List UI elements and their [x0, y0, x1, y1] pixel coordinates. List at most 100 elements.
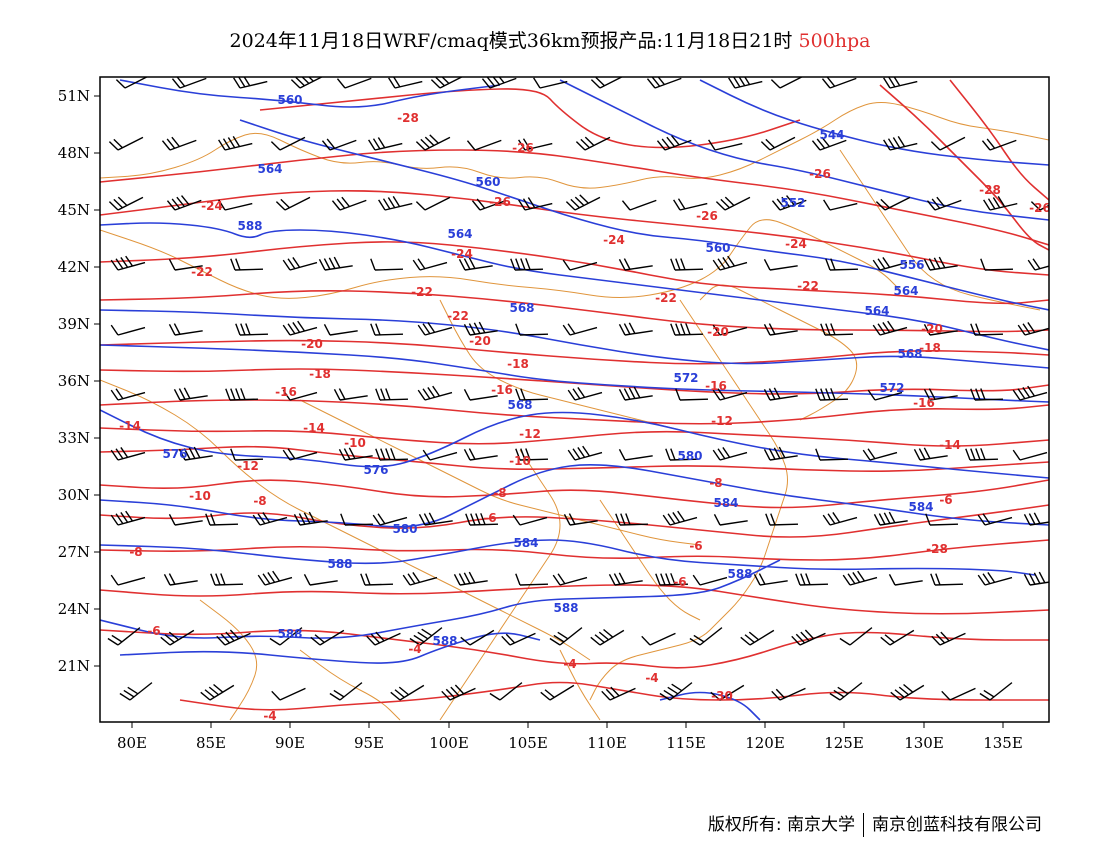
boundary-line [100, 219, 901, 299]
wind-barb [567, 445, 603, 461]
height-contour-label: 588 [432, 634, 457, 648]
wind-barb [565, 194, 601, 211]
wind-barb [409, 627, 443, 646]
wind-barb [418, 512, 453, 526]
temperature-contour-label: -28 [926, 542, 948, 556]
temperature-contour-label: -8 [709, 476, 722, 490]
wind-barb [329, 682, 363, 701]
wind-barb [540, 684, 575, 701]
height-contour-label: 588 [237, 219, 262, 233]
temperature-contour-label: -4 [408, 642, 421, 656]
copyright-footer: 版权所有: 南京大学 南京创蓝科技有限公司 [708, 810, 1042, 837]
temperature-contour-label: -20 [921, 322, 943, 336]
temperature-contour-label: -12 [711, 414, 733, 428]
wind-barb [163, 573, 198, 586]
wind-barb [692, 574, 728, 586]
wind-barb [463, 321, 498, 336]
wind-barb [119, 682, 153, 701]
temperature-isoline [100, 539, 1049, 561]
wind-barb [370, 323, 404, 336]
wind-barb [771, 195, 807, 211]
height-isoline [100, 559, 781, 639]
wind-barb [1012, 385, 1048, 401]
wind-barb [923, 324, 958, 336]
wind-barb [815, 388, 849, 401]
height-contour-label: 580 [392, 522, 417, 536]
temperature-isoline [100, 629, 1049, 669]
wind-barb [608, 572, 643, 586]
wind-barb [621, 199, 657, 211]
lon-tick-label: 80E [117, 734, 147, 752]
wind-barb [390, 684, 425, 701]
temperature-contour-label: -8 [253, 494, 266, 508]
temperature-isoline [100, 368, 1049, 395]
height-isoline [119, 79, 501, 108]
wind-barb [712, 324, 748, 336]
height-isoline [100, 222, 1049, 351]
wind-barb [655, 573, 689, 586]
wind-barb [1023, 571, 1049, 586]
wind-barb [471, 198, 507, 211]
temperature-contour-label: -4 [645, 671, 658, 685]
wind-barb [293, 511, 328, 526]
wind-barb [563, 513, 598, 526]
boundary-line [559, 649, 601, 721]
wind-barb [282, 257, 318, 271]
wind-barb [489, 682, 523, 701]
boundary-line [299, 649, 401, 721]
wind-barb [515, 573, 549, 586]
wind-barb [811, 136, 847, 151]
boundary-line [100, 102, 1049, 189]
lat-tick-label: 33N [58, 429, 90, 447]
wind-barb [890, 683, 925, 701]
wind-barb [210, 573, 244, 586]
wind-barb [415, 134, 451, 151]
wind-barb [1030, 201, 1049, 211]
height-contour-label: 560 [705, 241, 730, 255]
wind-barb [235, 323, 269, 336]
wind-barb [601, 686, 636, 701]
wind-barb [562, 259, 598, 271]
boundary-line [439, 449, 561, 721]
wind-barb [510, 258, 544, 271]
temperature-contour-label: -10 [344, 436, 366, 450]
wind-barb [883, 136, 918, 151]
wind-barb [460, 629, 495, 646]
wind-barb [873, 511, 908, 526]
height-contour-label: 568 [897, 347, 922, 361]
wind-barb [842, 570, 878, 586]
temperature-isoline [100, 339, 1049, 365]
wind-barb [463, 389, 498, 401]
wind-barb [422, 449, 458, 461]
height-contour-label: 584 [713, 496, 738, 510]
temperature-isoline [879, 84, 1049, 251]
lon-axis: 80E 85E 90E 95E 100E 105E 110E 115E 120E 125E 130E… [117, 722, 1023, 752]
lat-tick-label: 48N [58, 144, 90, 162]
wind-barb [230, 258, 264, 271]
height-isoline [100, 539, 1036, 576]
wind-barb [867, 389, 903, 401]
wind-barb [466, 139, 502, 151]
temperature-contour-label: -24 [201, 199, 223, 213]
wind-barb [618, 258, 653, 271]
wind-barb [618, 322, 653, 336]
height-contour-label: 568 [509, 301, 534, 315]
wind-barb [323, 324, 358, 336]
wind-barb [880, 629, 915, 646]
wind-barb [388, 77, 423, 89]
temperature-contour-label: -16 [275, 385, 297, 399]
wind-barb [282, 389, 318, 401]
lon-tick-label: 130E [904, 734, 944, 752]
temperature-contour-label: -6 [147, 624, 160, 638]
wind-barb [656, 135, 692, 151]
temperature-contour-label: -22 [655, 291, 677, 305]
wind-barb [110, 574, 146, 586]
temperature-contour-label: -26 [809, 167, 831, 181]
boundary-line [839, 149, 1041, 311]
temperature-contour-label: -26 [1029, 201, 1051, 215]
wind-barb [463, 448, 498, 461]
wind-barb [763, 446, 798, 461]
wind-barb [368, 137, 403, 151]
wind-barb [161, 136, 197, 151]
